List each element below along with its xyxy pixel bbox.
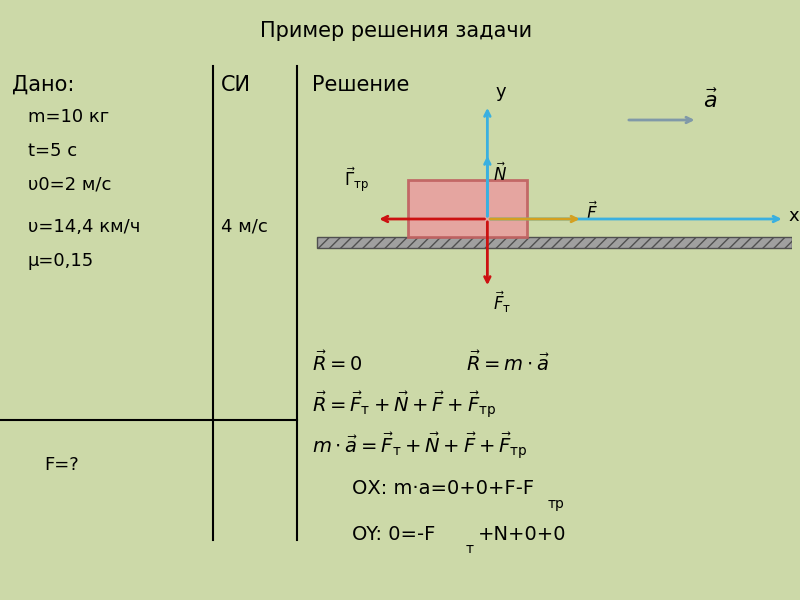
Text: $\vec{\it{F}}_{\mathrm{т}}$: $\vec{\it{F}}_{\mathrm{т}}$ xyxy=(494,290,511,316)
Text: m=10 кг: m=10 кг xyxy=(28,108,109,126)
Text: Решение: Решение xyxy=(312,75,410,95)
Text: ОХ: m·a=0+0+F-F: ОХ: m·a=0+0+F-F xyxy=(352,479,534,499)
Text: $\vec{R} = \vec{F}_{\mathrm{т}} + \vec{N} + \vec{F} + \vec{F}_{\mathrm{тр}}$: $\vec{R} = \vec{F}_{\mathrm{т}} + \vec{N… xyxy=(312,389,496,421)
Text: $\vec{N}$: $\vec{N}$ xyxy=(494,163,507,185)
Text: y: y xyxy=(495,83,506,101)
Text: тр: тр xyxy=(548,497,565,511)
Text: υ=14,4 км/ч: υ=14,4 км/ч xyxy=(28,218,140,236)
Text: $\vec{R} = 0$: $\vec{R} = 0$ xyxy=(312,351,362,375)
Text: $\vec{R} = m \cdot \vec{a}$: $\vec{R} = m \cdot \vec{a}$ xyxy=(466,351,550,375)
Bar xyxy=(408,180,527,237)
Text: т: т xyxy=(466,542,474,556)
Text: x: x xyxy=(789,207,799,225)
Text: $\vec{\it{a}}$: $\vec{\it{a}}$ xyxy=(703,89,718,112)
Text: μ=0,15: μ=0,15 xyxy=(28,252,94,270)
Text: $\vec{\it{\Gamma}}_{\mathrm{тр}}$: $\vec{\it{\Gamma}}_{\mathrm{тр}}$ xyxy=(343,166,369,194)
Text: СИ: СИ xyxy=(221,75,251,95)
Text: Дано:: Дано: xyxy=(12,75,74,95)
Text: Пример решения задачи: Пример решения задачи xyxy=(260,21,532,41)
Text: t=5 с: t=5 с xyxy=(28,142,77,160)
Text: F=?: F=? xyxy=(45,456,79,474)
Text: $\vec{\it{F}}$: $\vec{\it{F}}$ xyxy=(586,202,598,224)
Text: OY: 0=-F: OY: 0=-F xyxy=(352,524,435,544)
Text: 4 м/с: 4 м/с xyxy=(221,218,268,236)
Bar xyxy=(317,237,793,248)
Text: υ0=2 м/с: υ0=2 м/с xyxy=(28,176,111,194)
Text: $m \cdot \vec{a} = \vec{F}_{\mathrm{т}} + \vec{N} + \vec{F} + \vec{F}_{\mathrm{т: $m \cdot \vec{a} = \vec{F}_{\mathrm{т}} … xyxy=(312,430,527,461)
Text: +N+0+0: +N+0+0 xyxy=(478,524,566,544)
